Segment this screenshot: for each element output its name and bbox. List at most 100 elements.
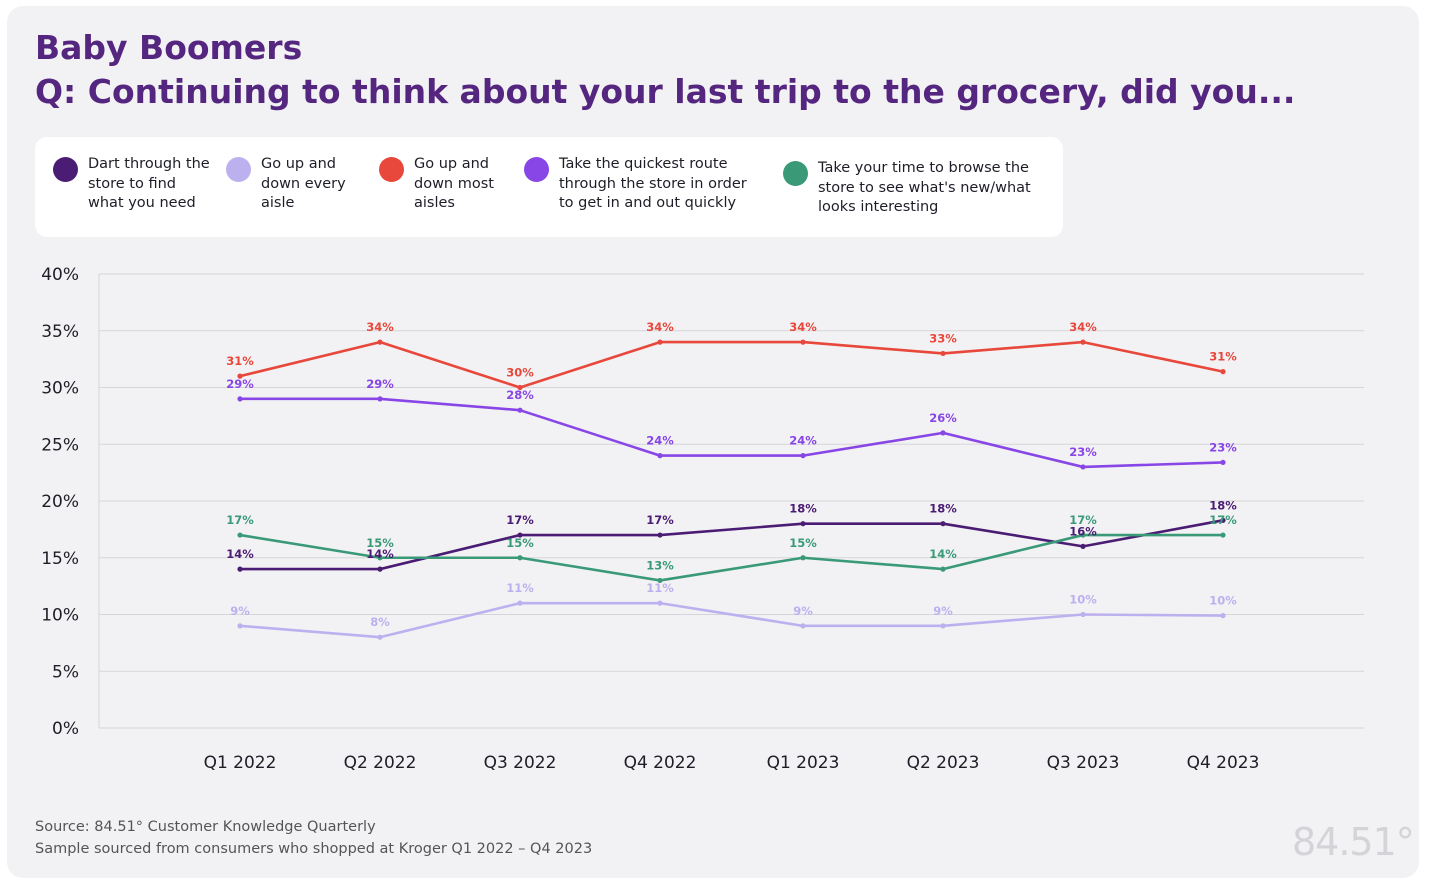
data-label: 14% (929, 547, 957, 561)
x-tick-label: Q4 2022 (624, 753, 697, 773)
legend-swatch-quickest (524, 157, 549, 182)
y-tick-label: 20% (41, 492, 79, 512)
data-label: 31% (226, 354, 254, 368)
data-label: 17% (506, 513, 534, 527)
data-label: 18% (929, 502, 957, 516)
data-point (800, 623, 806, 629)
data-label: 11% (646, 581, 674, 595)
data-label: 14% (366, 547, 394, 561)
data-point (237, 532, 243, 538)
legend-label-dart: Dart through the store to find what you … (88, 156, 210, 211)
data-point (800, 555, 806, 561)
y-tick-label: 40% (41, 265, 79, 285)
data-point (237, 623, 243, 629)
y-tick-label: 30% (41, 379, 79, 399)
data-label: 10% (1209, 594, 1237, 608)
data-point (800, 339, 806, 345)
data-label: 17% (226, 513, 254, 527)
data-point (517, 555, 523, 561)
data-point (377, 555, 383, 561)
data-label: 23% (1069, 445, 1097, 459)
data-point (657, 339, 663, 345)
legend-swatch-dart (53, 157, 78, 182)
data-point (1080, 339, 1086, 345)
data-label: 30% (506, 366, 534, 380)
grid-lines (98, 273, 1364, 729)
legend-item-dart: Dart through the store to find what you … (53, 155, 213, 214)
x-tick-label: Q4 2023 (1187, 753, 1260, 773)
legend-swatch-browse (783, 161, 808, 186)
x-tick-label: Q2 2023 (907, 753, 980, 773)
data-label: 9% (933, 604, 953, 618)
data-point (1220, 532, 1226, 538)
data-label: 26% (929, 411, 957, 425)
legend-label-most-aisles: Go up and down most aisles (414, 156, 494, 211)
data-label: 34% (1069, 320, 1097, 334)
y-tick-label: 5% (52, 662, 79, 682)
legend-swatch-most-aisles (379, 157, 404, 182)
data-point (1220, 459, 1226, 466)
data-point (940, 430, 946, 436)
data-label: 24% (789, 434, 817, 448)
y-tick-label: 0% (52, 719, 79, 739)
data-label: 17% (646, 513, 674, 527)
data-point (517, 600, 523, 606)
x-tick-label: Q3 2022 (484, 753, 557, 773)
data-label: 31% (1209, 350, 1237, 364)
data-point (1220, 369, 1226, 375)
data-label: 15% (789, 536, 817, 550)
data-label: 15% (366, 536, 394, 550)
series-line-quickest (240, 397, 1224, 469)
data-point (517, 407, 523, 413)
data-label: 9% (793, 604, 813, 618)
data-point (377, 634, 383, 640)
data-point (377, 566, 383, 572)
y-tick-label: 15% (41, 549, 79, 569)
legend-label-quickest: Take the quickest route through the stor… (559, 156, 747, 211)
data-point (517, 384, 523, 391)
legend: Dart through the store to find what you … (35, 137, 1063, 237)
legend-item-most-aisles: Go up and down most aisles (379, 155, 509, 214)
data-point (1080, 543, 1086, 550)
series-line-dart (240, 519, 1224, 571)
chart-question: Q: Continuing to think about your last t… (35, 72, 1296, 111)
data-point (237, 373, 243, 379)
data-label: 15% (506, 536, 534, 550)
series-line-browse (239, 533, 1223, 582)
data-label: 28% (506, 388, 534, 402)
data-point (517, 532, 523, 538)
data-label: 34% (789, 320, 817, 334)
data-point (1220, 613, 1226, 619)
legend-item-browse: Take your time to browse the store to se… (783, 159, 1038, 218)
data-label: 23% (1209, 440, 1237, 454)
legend-label-browse: Take your time to browse the store to se… (818, 160, 1031, 215)
data-label: 16% (1069, 524, 1097, 538)
x-tick-label: Q1 2023 (767, 753, 840, 773)
data-label: 17% (1069, 513, 1097, 527)
chart-title: Baby Boomers (35, 28, 303, 67)
data-label: 18% (789, 502, 817, 516)
brand-logo: 84.51° (1292, 820, 1415, 864)
data-label: 29% (366, 377, 394, 391)
source-note: Source: 84.51° Customer Knowledge Quarte… (35, 819, 376, 835)
data-point (657, 532, 663, 538)
legend-item-every-aisle: Go up and down every aisle (226, 155, 361, 214)
data-point (377, 396, 383, 402)
legend-item-quickest: Take the quickest route through the stor… (524, 155, 764, 214)
data-label: 13% (646, 558, 674, 572)
data-label: 34% (646, 320, 674, 334)
y-tick-label: 35% (41, 322, 79, 342)
data-label: 8% (370, 615, 390, 629)
data-point (657, 577, 663, 584)
data-point (1080, 532, 1086, 538)
data-label: 14% (226, 547, 254, 561)
data-point (657, 453, 663, 459)
data-point (237, 566, 243, 572)
data-point (1080, 611, 1086, 618)
data-label: 10% (1069, 593, 1097, 607)
series-line-most-aisles (239, 340, 1224, 389)
data-point (657, 600, 663, 606)
sample-note: Sample sourced from consumers who shoppe… (35, 841, 593, 857)
data-point (377, 339, 383, 345)
